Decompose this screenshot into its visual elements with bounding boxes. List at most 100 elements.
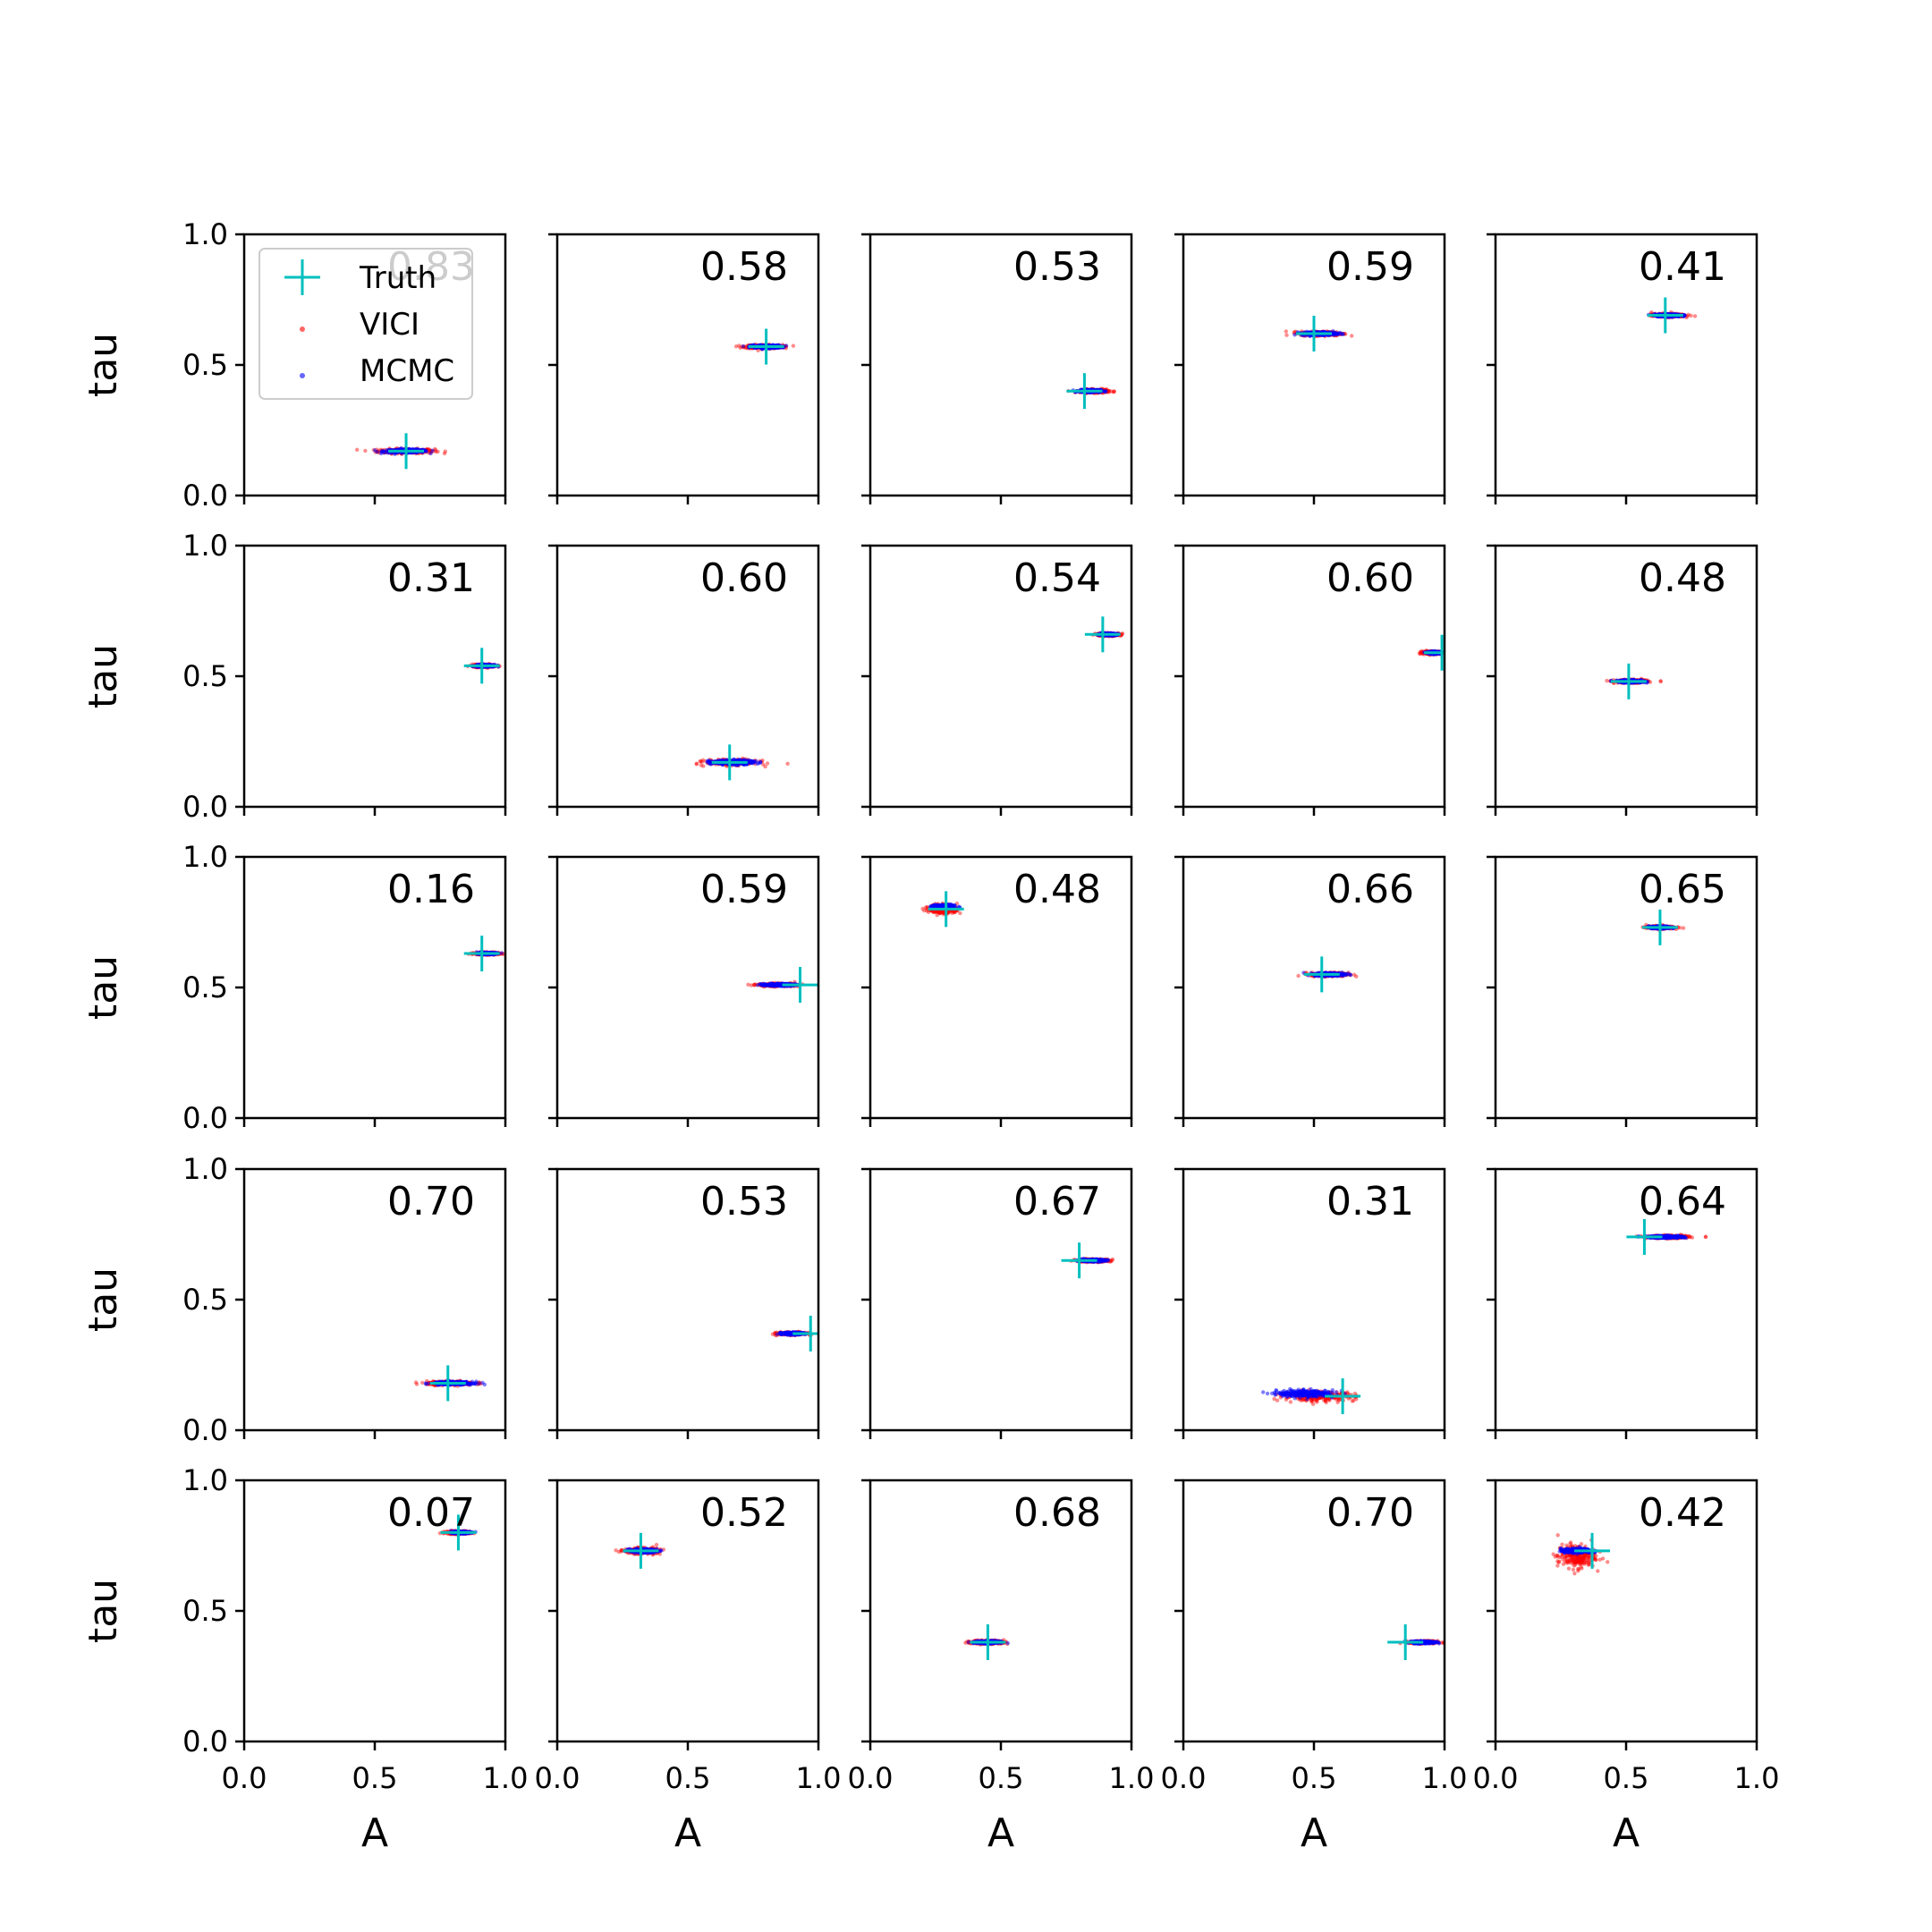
scatter-area [1646,297,1698,334]
truth-marker [748,328,784,365]
truth-marker [1084,616,1121,653]
vici-point [1605,678,1609,683]
y-tick-label: 0.0 [182,790,228,824]
subplot: 0.0 0.5 1.0 tau 0.31 [80,529,507,824]
vici-point [1686,312,1690,317]
vici-point [1284,333,1289,337]
mcmc-point [379,449,384,453]
y-tick-label: 0.0 [182,479,228,513]
vici-point [1418,651,1423,657]
scatter-area [1417,634,1445,671]
mcmc-point [707,761,712,766]
vici-point [434,449,438,454]
subplot: 0.48 [1487,544,1758,816]
truth-marker [388,433,425,470]
vici-point [765,761,770,766]
vici-point [1689,313,1693,318]
scatter-area [694,744,790,781]
vici-point [433,448,438,453]
mcmc-point [372,448,377,453]
y-tick-label: 0.5 [182,348,228,382]
vici-point [1692,314,1698,318]
vici-point [699,763,703,767]
mcmc-point [741,344,746,349]
truth-marker [711,744,748,781]
mcmc-point [1682,313,1687,318]
subplot: 0.60 [548,544,820,816]
vici-point [355,447,360,452]
vici-point [737,343,741,348]
scatter-area [355,433,447,470]
vici-point [1284,329,1289,334]
vici-point [1112,389,1116,394]
vici-point [1350,334,1354,338]
truth-marker [463,648,500,684]
scatter-area [1284,315,1354,352]
vici-point [763,764,767,769]
mcmc-point [784,343,789,348]
vici-point [1419,650,1424,656]
mcmc-point [1102,389,1106,394]
vici-point [698,759,702,764]
vici-point [694,761,699,766]
vici-point [1120,631,1124,637]
vici-point [1417,651,1422,656]
mcmc-point [749,760,753,766]
vici-point [1112,389,1117,394]
vici-point [694,762,699,767]
vici-point [436,449,440,454]
score-label: 0.54 [1013,555,1101,601]
truth-marker [1296,315,1332,352]
panel-grid: 0.00.51.0tau0.830.580.530.590.410.00.51.… [80,217,1779,1856]
truth-marker [1066,373,1103,410]
y-axis-label: tau [80,644,126,708]
score-label: 0.41 [1639,244,1726,290]
y-tick-label: 1.0 [182,217,228,251]
mcmc-point [1339,332,1343,336]
subplot: 0.58 [548,233,820,504]
subplot: 0.54 [861,544,1133,816]
score-label: 0.31 [387,555,475,601]
y-tick-label: 0.5 [182,659,228,693]
vici-point [1418,649,1423,655]
mcmc-point [752,760,758,765]
subplot: 0.60 [1174,544,1446,816]
mcmc-point [430,448,435,453]
vici-point [699,759,703,764]
vici-point [1419,650,1424,655]
score-label: 0.53 [1013,244,1101,290]
score-label: 0.59 [1326,244,1414,290]
vici-point [1109,389,1114,394]
vici-point [1106,388,1112,394]
vici-point [761,762,766,767]
vici-point [443,449,447,453]
subplot: 0.41 [1487,233,1758,504]
vici-point [785,761,790,766]
vici-point [1120,631,1125,636]
vici-point [1106,390,1112,394]
score-label: 0.60 [700,555,788,601]
subplot: 0.53 [861,233,1133,504]
vici-point [738,345,742,350]
scatter-area [1605,663,1664,699]
score-label: 0.60 [1326,555,1414,601]
vici-point [791,343,796,348]
y-axis-label: tau [80,333,126,397]
vici-point [700,758,706,762]
vici-point [1292,329,1297,335]
mcmc-point [758,759,763,764]
mcmc-point [735,762,741,767]
vici-point [699,759,705,764]
scatter-area [463,648,502,684]
vici-point [442,451,447,456]
scatter-area [1084,616,1125,653]
vici-point [1106,389,1112,394]
vici-point [701,764,706,768]
scatter-area [1066,373,1117,410]
vici-point [427,447,431,452]
truth-marker [1647,297,1683,334]
truth-marker [1424,634,1445,671]
y-tick-label: 1.0 [182,529,228,563]
vici-point [363,448,368,453]
